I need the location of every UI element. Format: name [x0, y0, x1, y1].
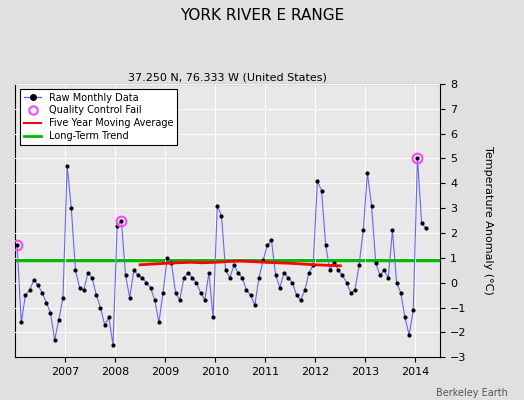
- Title: 37.250 N, 76.333 W (United States): 37.250 N, 76.333 W (United States): [128, 73, 327, 83]
- Y-axis label: Temperature Anomaly (°C): Temperature Anomaly (°C): [483, 146, 493, 295]
- Text: YORK RIVER E RANGE: YORK RIVER E RANGE: [180, 8, 344, 23]
- Text: Berkeley Earth: Berkeley Earth: [436, 388, 508, 398]
- Legend: Raw Monthly Data, Quality Control Fail, Five Year Moving Average, Long-Term Tren: Raw Monthly Data, Quality Control Fail, …: [20, 89, 178, 145]
